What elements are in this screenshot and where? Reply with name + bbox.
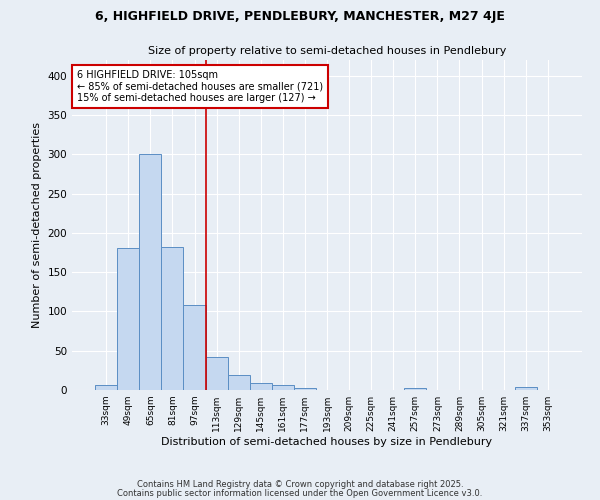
Bar	[404, 388, 427, 390]
Text: Contains HM Land Registry data © Crown copyright and database right 2025.: Contains HM Land Registry data © Crown c…	[137, 480, 463, 489]
Text: Contains public sector information licensed under the Open Government Licence v3: Contains public sector information licen…	[118, 488, 482, 498]
Text: 6 HIGHFIELD DRIVE: 105sqm
← 85% of semi-detached houses are smaller (721)
15% of: 6 HIGHFIELD DRIVE: 105sqm ← 85% of semi-…	[77, 70, 323, 103]
Bar	[250, 383, 272, 390]
Bar	[294, 388, 316, 390]
Bar	[95, 384, 117, 390]
Bar	[161, 247, 184, 390]
Bar	[206, 357, 227, 390]
Bar	[117, 248, 139, 390]
Title: Size of property relative to semi-detached houses in Pendlebury: Size of property relative to semi-detach…	[148, 46, 506, 56]
Text: 6, HIGHFIELD DRIVE, PENDLEBURY, MANCHESTER, M27 4JE: 6, HIGHFIELD DRIVE, PENDLEBURY, MANCHEST…	[95, 10, 505, 23]
Bar	[272, 386, 294, 390]
Bar	[227, 375, 250, 390]
Bar	[139, 154, 161, 390]
Y-axis label: Number of semi-detached properties: Number of semi-detached properties	[32, 122, 42, 328]
Bar	[184, 305, 206, 390]
Bar	[515, 387, 537, 390]
X-axis label: Distribution of semi-detached houses by size in Pendlebury: Distribution of semi-detached houses by …	[161, 437, 493, 447]
